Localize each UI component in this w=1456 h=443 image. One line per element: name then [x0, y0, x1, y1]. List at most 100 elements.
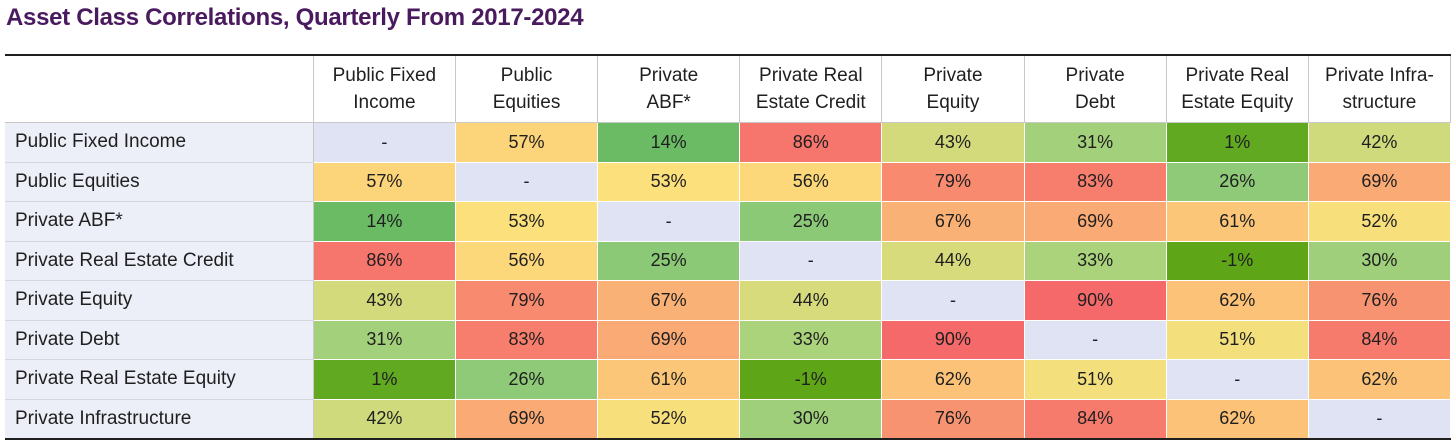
correlation-cell: 33% [739, 320, 883, 360]
correlation-cell: 51% [1024, 359, 1167, 400]
correlation-cell: 42% [1308, 122, 1452, 163]
correlation-cell: 86% [739, 122, 883, 163]
correlation-cell: 69% [1024, 201, 1167, 242]
correlation-cell: 90% [881, 320, 1025, 360]
table-row: Private Debt 31% 83% 69% 33% 90% -51% 84% [5, 320, 1452, 360]
correlation-cell: 56% [739, 162, 883, 202]
column-header-line: Private [1065, 65, 1125, 86]
correlation-cell: 69% [455, 399, 599, 440]
correlation-cell: 56% [455, 241, 599, 281]
row-label: Private Infrastructure [5, 399, 314, 440]
correlation-cell: 26% [455, 359, 599, 400]
correlation-cell: 1% [1166, 122, 1309, 163]
column-header: Private Real Estate Equity [1166, 55, 1309, 123]
row-label: Private Real Estate Credit [5, 241, 314, 281]
table-row: Public Fixed Income -57% 14% 86% 43% 31% 1% 42% [5, 122, 1452, 163]
column-header-line: Private [923, 65, 983, 86]
correlation-cell: 30% [1308, 241, 1452, 281]
correlation-cell: 51% [1166, 320, 1309, 360]
correlation-cell: 43% [313, 280, 456, 321]
diagonal-cell: - [1166, 359, 1309, 400]
correlation-cell: 57% [455, 122, 599, 163]
correlation-cell: 69% [597, 320, 741, 360]
diagonal-cell: - [1024, 320, 1167, 360]
correlation-cell: 26% [1166, 162, 1309, 202]
correlation-cell: 52% [1308, 201, 1452, 242]
correlation-cell: 90% [1024, 280, 1167, 321]
column-header-line: Estate Equity [1181, 92, 1294, 113]
column-header: Private Real Estate Credit [739, 55, 883, 123]
correlation-matrix: Public Fixed Income Public Equities Privat… [5, 54, 1452, 440]
correlation-cell: 83% [1024, 162, 1167, 202]
table-row: Private ABF* 14% 53% -25% 67% 69% 61% 52% [5, 201, 1452, 242]
correlation-cell: 62% [1166, 280, 1309, 321]
correlation-cell: 43% [881, 122, 1025, 163]
column-header-line: Private [639, 65, 699, 86]
correlation-cell: 61% [597, 359, 741, 400]
correlation-cell: 33% [1024, 241, 1167, 281]
table-row: Private Real Estate Equity 1% 26% 61% -1% 62%… [5, 359, 1452, 400]
correlation-cell: 76% [881, 399, 1025, 440]
correlation-cell: 86% [313, 241, 456, 281]
corner-cell [5, 55, 314, 123]
correlation-cell: 44% [881, 241, 1025, 281]
correlation-cell: 84% [1024, 399, 1167, 440]
correlation-cell: 42% [313, 399, 456, 440]
correlation-cell: 79% [455, 280, 599, 321]
correlation-cell: 76% [1308, 280, 1452, 321]
correlation-cell: 79% [881, 162, 1025, 202]
table-row: Private Equity 43% 79% 67% 44% -90% 62% 76% [5, 280, 1452, 321]
table-row: Private Infrastructure 42% 69% 52% 30% 76% 84%… [5, 399, 1452, 440]
correlation-cell: 62% [1308, 359, 1452, 400]
correlation-cell: 53% [597, 162, 741, 202]
correlation-cell: -1% [739, 359, 883, 400]
correlation-cell: 31% [1024, 122, 1167, 163]
column-header-line: Debt [1075, 92, 1116, 113]
correlation-cell: 67% [881, 201, 1025, 242]
table-row: Private Real Estate Credit 86% 56% 25% -44% 3… [5, 241, 1452, 281]
column-header-line: Public [500, 65, 553, 86]
column-header-line: Equities [492, 92, 561, 113]
column-header-line: Private Infra- [1325, 65, 1434, 86]
correlation-cell: -1% [1166, 241, 1309, 281]
column-header-line: Income [353, 92, 416, 113]
column-header-line: Private Real [759, 65, 863, 86]
correlation-cell: 44% [739, 280, 883, 321]
row-label: Public Fixed Income [5, 122, 314, 163]
diagonal-cell: - [739, 241, 883, 281]
row-label: Private Real Estate Equity [5, 359, 314, 400]
correlation-cell: 84% [1308, 320, 1452, 360]
diagonal-cell: - [313, 122, 456, 163]
correlation-cell: 62% [881, 359, 1025, 400]
correlation-cell: 1% [313, 359, 456, 400]
diagonal-cell: - [1308, 399, 1452, 440]
column-header: Public Fixed Income [313, 55, 456, 123]
correlation-cell: 14% [597, 122, 741, 163]
diagonal-cell: - [455, 162, 599, 202]
column-header-line: Private Real [1185, 65, 1289, 86]
matrix-body: Public Fixed Income -57% 14% 86% 43% 31% 1% 42%… [5, 122, 1452, 440]
diagonal-cell: - [597, 201, 741, 242]
column-header: Private Debt [1024, 55, 1167, 123]
column-header: Public Equities [455, 55, 599, 123]
correlation-cell: 61% [1166, 201, 1309, 242]
correlation-cell: 67% [597, 280, 741, 321]
column-header-line: Equity [926, 92, 980, 113]
correlation-cell: 14% [313, 201, 456, 242]
column-header-line: structure [1342, 92, 1417, 113]
row-label: Public Equities [5, 162, 314, 202]
column-header-line: Public Fixed [332, 65, 437, 86]
correlation-cell: 31% [313, 320, 456, 360]
correlation-cell: 57% [313, 162, 456, 202]
correlation-cell: 62% [1166, 399, 1309, 440]
correlation-cell: 69% [1308, 162, 1452, 202]
row-label: Private ABF* [5, 201, 314, 242]
table-row: Public Equities 57% -53% 56% 79% 83% 26% 69% [5, 162, 1452, 202]
correlation-cell: 25% [597, 241, 741, 281]
row-label: Private Equity [5, 280, 314, 321]
correlation-cell: 52% [597, 399, 741, 440]
correlation-cell: 53% [455, 201, 599, 242]
correlation-cell: 30% [739, 399, 883, 440]
correlation-cell: 25% [739, 201, 883, 242]
row-label: Private Debt [5, 320, 314, 360]
